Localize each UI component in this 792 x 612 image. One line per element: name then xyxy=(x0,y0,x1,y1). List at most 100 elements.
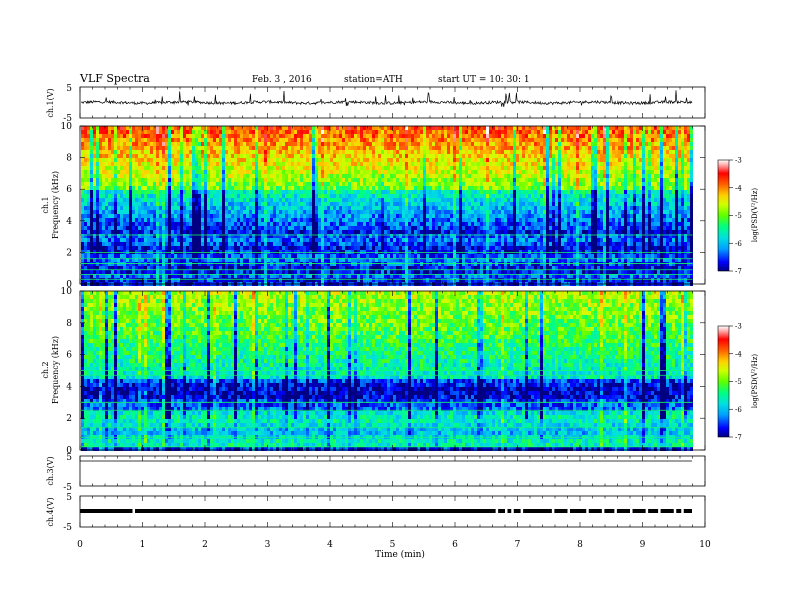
spectrogram-cell xyxy=(138,234,141,238)
spectrogram-cell xyxy=(273,246,276,250)
spectrogram-cell xyxy=(405,222,408,226)
spectrogram-cell xyxy=(387,154,390,158)
spectrogram-cell xyxy=(189,194,192,198)
spectrogram-cell xyxy=(120,178,123,182)
spectrogram-cell xyxy=(123,226,126,230)
spectrogram-cell xyxy=(336,158,339,162)
spectrogram-cell xyxy=(102,234,105,238)
spectrogram-cell xyxy=(132,182,135,186)
spectrogram-cell xyxy=(282,226,285,230)
spectrogram-cell xyxy=(168,218,171,222)
spectrogram-cell xyxy=(159,154,162,158)
spectrogram-cell xyxy=(339,222,342,226)
spectrogram-cell xyxy=(261,238,264,242)
spectrogram-cell xyxy=(387,206,390,210)
spectrogram-cell xyxy=(147,178,150,182)
spectrogram-cell xyxy=(225,134,228,138)
spectrogram-cell xyxy=(339,210,342,214)
spectrogram-cell xyxy=(150,138,153,142)
spectrogram-cell xyxy=(330,210,333,214)
spectrogram-cell xyxy=(237,194,240,198)
spectrogram-cell xyxy=(282,170,285,174)
spectrogram-cell xyxy=(372,154,375,158)
spectrogram-cell xyxy=(186,226,189,230)
spectrogram-cell xyxy=(414,266,417,270)
spectrogram-cell xyxy=(276,234,279,238)
spectrogram-cell xyxy=(207,234,210,238)
spectrogram-cell xyxy=(123,270,126,274)
spectrogram-cell xyxy=(147,150,150,154)
spectrogram-cell xyxy=(435,246,438,250)
spectrogram-cell xyxy=(309,134,312,138)
spectrogram-cell xyxy=(417,202,420,206)
spectrogram-cell xyxy=(264,146,267,150)
spectrogram-cell xyxy=(237,230,240,234)
spectrogram-cell xyxy=(108,138,111,142)
spectrogram-cell xyxy=(435,222,438,226)
spectrogram-cell xyxy=(297,198,300,202)
spectrogram-cell xyxy=(90,214,93,218)
spectrogram-cell xyxy=(162,186,165,190)
spectrogram-cell xyxy=(363,150,366,154)
spectrogram-cell xyxy=(312,158,315,162)
spectrogram-cell xyxy=(189,234,192,238)
spectrogram-cell xyxy=(162,238,165,242)
spectrogram-cell xyxy=(141,182,144,186)
spectrogram-cell xyxy=(312,234,315,238)
spectrogram-cell xyxy=(372,194,375,198)
spectrogram-cell xyxy=(114,142,117,146)
spectrogram-cell xyxy=(450,242,453,246)
spectrogram-cell xyxy=(273,130,276,134)
spectrogram-cell xyxy=(417,170,420,174)
spectrogram-cell xyxy=(132,190,135,194)
spectrogram-cell xyxy=(270,174,273,178)
spectrogram-cell xyxy=(393,186,396,190)
spectrogram-cell xyxy=(141,254,144,258)
spectrogram-cell xyxy=(150,194,153,198)
spectrogram-cell xyxy=(171,226,174,230)
spectrogram-cell xyxy=(195,186,198,190)
spectrogram-cell xyxy=(186,278,189,282)
spectrogram-cell xyxy=(126,186,129,190)
spectrogram-cell xyxy=(387,246,390,250)
spectrogram-cell xyxy=(237,262,240,266)
spectrogram-cell xyxy=(282,146,285,150)
spectrogram-cell xyxy=(339,270,342,274)
spectrogram-cell xyxy=(396,174,399,178)
spectrogram-cell xyxy=(147,202,150,206)
spectrogram-cell xyxy=(282,274,285,278)
spectrogram-cell xyxy=(270,186,273,190)
spectrogram-cell xyxy=(249,238,252,242)
spectrogram-cell xyxy=(444,170,447,174)
spectrogram-cell xyxy=(216,150,219,154)
spectrogram-cell xyxy=(438,154,441,158)
spectrogram-cell xyxy=(105,202,108,206)
spectrogram-cell xyxy=(441,198,444,202)
spectrogram-cell xyxy=(153,210,156,214)
spectrogram-cell xyxy=(303,234,306,238)
spectrogram-cell xyxy=(255,178,258,182)
spectrogram-cell xyxy=(408,174,411,178)
spectrogram-cell xyxy=(195,138,198,142)
spectrogram-cell xyxy=(249,162,252,166)
spectrogram-cell xyxy=(354,262,357,266)
spectrogram-cell xyxy=(243,270,246,274)
spectrogram-cell xyxy=(204,174,207,178)
spectrogram-cell xyxy=(348,154,351,158)
spectrogram-cell xyxy=(138,278,141,282)
spectrogram-cell xyxy=(303,222,306,226)
spectrogram-cell xyxy=(444,202,447,206)
spectrogram-cell xyxy=(252,266,255,270)
spectrogram-cell xyxy=(120,234,123,238)
spectrogram-cell xyxy=(405,218,408,222)
spectrogram-cell xyxy=(309,214,312,218)
spectrogram-cell xyxy=(294,158,297,162)
spectrogram-cell xyxy=(108,170,111,174)
spectrogram-cell xyxy=(186,270,189,274)
spectrogram-cell xyxy=(204,278,207,282)
spectrogram-cell xyxy=(105,174,108,178)
spectrogram-cell xyxy=(111,234,114,238)
spectrogram-cell xyxy=(438,242,441,246)
spectrogram-cell xyxy=(408,158,411,162)
spectrogram-cell xyxy=(138,262,141,266)
